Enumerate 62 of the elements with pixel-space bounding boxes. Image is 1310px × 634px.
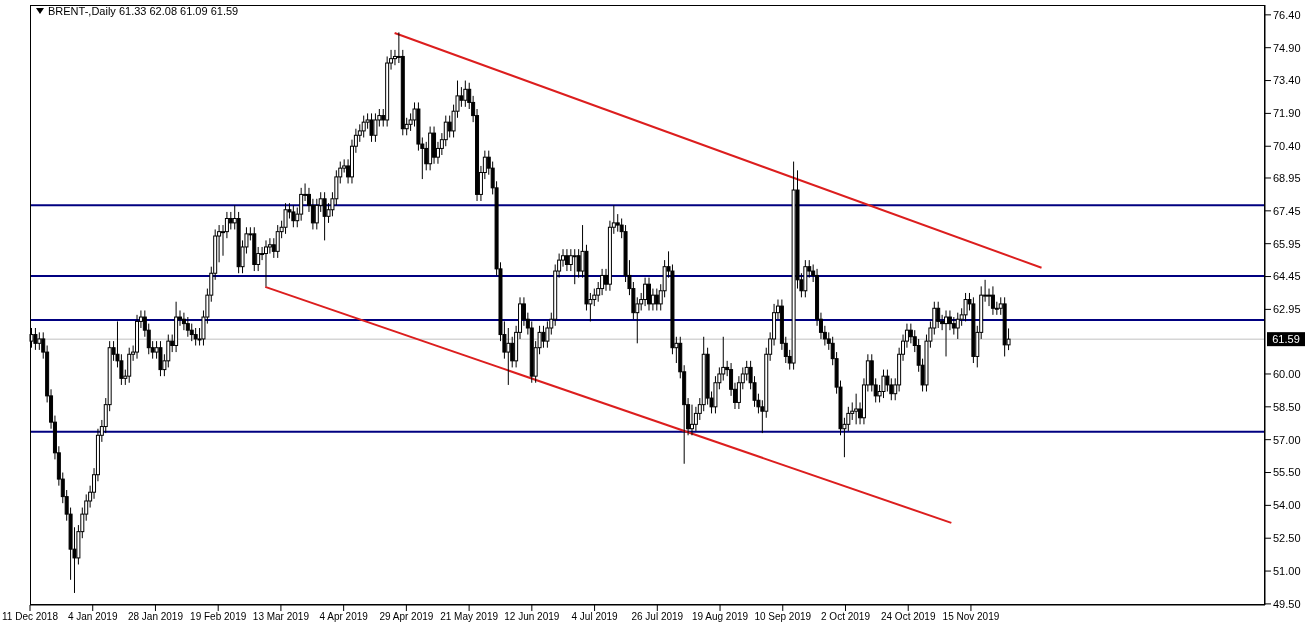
y-tick-label: 65.95 [1273,237,1301,250]
x-tick-label: 4 Apr 2019 [319,611,369,623]
y-tick-label: 49.50 [1273,597,1301,610]
y-tick-label: 73.40 [1273,74,1301,87]
candlestick [322,191,327,241]
chart-title: BRENT-,Daily 61.33 62.08 61.09 61.59 [48,5,239,17]
y-tick-label: 64.45 [1273,270,1301,283]
candlestick [650,288,655,311]
candlestick [881,369,886,399]
y-tick-label: 51.00 [1273,564,1301,577]
y-tick-label: 60.00 [1273,367,1301,380]
candlestick [185,316,190,338]
y-tick-label: 68.95 [1273,171,1301,184]
y-tick-label: 70.40 [1273,140,1301,153]
y-tick-label: 57.00 [1273,433,1301,446]
y-tick-label: 55.50 [1273,466,1301,479]
candlestick [654,288,659,311]
candlestick [541,325,546,349]
x-tick-label: 4 Jan 2019 [67,611,118,623]
candlestick [564,248,569,272]
candlestick [127,347,132,384]
x-tick-label: 21 May 2019 [440,611,499,623]
y-tick-label: 71.90 [1273,107,1301,120]
x-tick-label: 24 Oct 2019 [880,611,936,623]
x-tick-label: 29 Apr 2019 [379,611,434,623]
x-tick-label: 15 Nov 2019 [942,611,1000,623]
candlestick [361,115,366,138]
candlestick [990,285,995,316]
candlestick [373,112,378,143]
candlestick [275,224,280,259]
x-tick-label: 12 Jun 2019 [504,611,560,623]
candlestick [987,288,992,307]
candlestick [572,248,577,285]
y-tick-label: 67.45 [1273,204,1301,217]
x-tick-label: 28 Jan 2019 [127,611,184,623]
candlestick [463,80,468,108]
candlestick [854,393,859,425]
x-tick-label: 19 Aug 2019 [691,611,749,623]
candlestick [947,309,952,331]
y-tick-label: 76.40 [1273,8,1301,21]
y-tick-label: 52.50 [1273,532,1301,545]
x-tick-label: 10 Sep 2019 [754,611,812,623]
candlestick [944,309,949,357]
candlestick [689,404,694,436]
y-tick-label: 54.00 [1273,499,1301,512]
x-tick-label: 19 Feb 2019 [190,611,247,623]
candlestick [643,277,648,307]
x-tick-label: 4 Jul 2019 [571,611,619,623]
x-tick-label: 26 Jul 2019 [631,611,684,623]
candlestick [291,204,296,228]
x-tick-label: 13 Mar 2019 [252,611,310,623]
candlestick [647,277,651,311]
x-tick-label: 11 Dec 2018 [2,611,59,623]
candlestick [263,239,268,287]
candlestick [459,86,464,108]
y-tick-label: 62.95 [1273,303,1301,316]
y-tick-label: 58.50 [1273,400,1301,413]
x-tick-label: 2 Oct 2019 [821,611,871,623]
candlestick [936,301,941,329]
candlestick [506,327,511,386]
ref-line-label: 61.59 [1272,333,1300,346]
y-tick-label: 74.90 [1273,41,1301,54]
